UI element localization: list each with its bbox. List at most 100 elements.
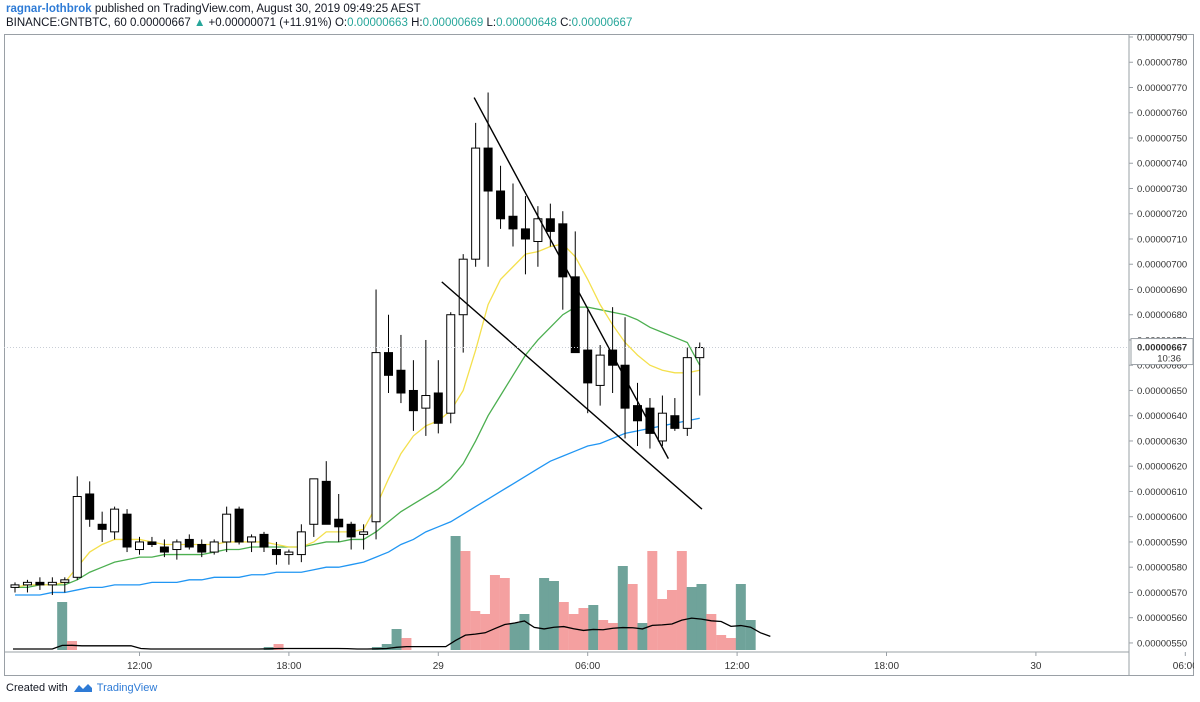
y-tick-label: 0.00000550	[1137, 638, 1187, 649]
y-tick-label: 0.00000720	[1137, 209, 1187, 220]
y-tick-label: 0.00000750	[1137, 133, 1187, 144]
x-tick-label: 30	[1030, 661, 1042, 672]
volume-bar	[499, 578, 510, 650]
x-tick-label: 18:00	[874, 661, 899, 672]
trendline	[473, 97, 669, 459]
high-value: 0.00000669	[422, 17, 484, 29]
volume-bar	[647, 551, 658, 650]
candle-body	[22, 581, 32, 586]
candle-body	[197, 543, 207, 553]
candle-body	[60, 579, 70, 583]
candle-body	[284, 551, 294, 556]
candle-body	[159, 546, 169, 553]
candle-body	[321, 480, 331, 525]
candle-body	[458, 258, 468, 316]
symbol-interval[interactable]: BINANCE:GNTBTC, 60	[6, 17, 127, 29]
y-tick-label: 0.00000560	[1137, 613, 1187, 624]
footer: Created with TradingView	[6, 682, 157, 694]
candle-body	[471, 147, 481, 260]
candle-body	[172, 541, 182, 551]
y-tick-label: 0.00000730	[1137, 184, 1187, 195]
author-link[interactable]: ragnar-lothbrok	[6, 3, 92, 15]
volume-bar	[598, 620, 609, 650]
volume-bar	[706, 614, 717, 650]
y-tick-label: 0.00000630	[1137, 436, 1187, 447]
candle-body	[533, 218, 543, 243]
candle-body	[583, 349, 593, 384]
volume-bar	[607, 623, 618, 650]
chart-frame[interactable]: 0.00000790 0.00000780 0.00000770 0.00000760…	[4, 34, 1194, 676]
volume-bar	[735, 584, 746, 650]
candle-body	[508, 215, 518, 230]
candle-body	[334, 518, 344, 528]
candle-body	[110, 508, 120, 533]
candle-body	[10, 584, 20, 588]
candle-body	[122, 513, 132, 548]
x-tick-label: 18:00	[276, 661, 301, 672]
volume-bar	[568, 614, 579, 650]
price-badge-value: 0.00000667	[1137, 343, 1187, 354]
y-tick-label: 0.00000600	[1137, 512, 1187, 523]
candle-body	[222, 513, 232, 543]
x-tick-label: 12:00	[725, 661, 750, 672]
y-tick-label: 0.00000690	[1137, 285, 1187, 296]
candle-body	[645, 407, 655, 434]
change-arrow-icon: ▲	[193, 17, 206, 29]
y-tick-label: 0.00000700	[1137, 260, 1187, 271]
volume-bar	[716, 635, 727, 650]
created-with-text: Created with	[6, 682, 68, 694]
y-tick-label: 0.00000580	[1137, 563, 1187, 574]
candlestick-chart[interactable]: 0.00000790 0.00000780 0.00000770 0.00000760…	[4, 34, 1194, 676]
volume-bar	[725, 638, 736, 650]
volume-bar	[57, 602, 68, 650]
candle-body	[496, 190, 506, 220]
volume-bar	[617, 566, 628, 650]
low-label: L:	[486, 17, 497, 29]
volume-bar	[539, 578, 550, 650]
chart-header: ragnar-lothbrok published on TradingView…	[6, 2, 632, 30]
ma-fast-line	[14, 243, 700, 589]
change-value: +0.00000071 (+11.91%)	[208, 17, 332, 29]
volume-bar	[401, 638, 412, 650]
candle-body	[209, 541, 219, 553]
open-value: 0.00000663	[347, 17, 408, 29]
volume-bar	[489, 575, 500, 650]
candle-body	[657, 412, 667, 442]
volume-bar	[519, 614, 530, 650]
y-tick-label: 0.00000740	[1137, 159, 1187, 170]
candle-body	[234, 508, 244, 543]
x-tick-label: 29	[433, 661, 445, 672]
candle-body	[346, 523, 356, 538]
candle-body	[47, 581, 57, 586]
candle-body	[433, 392, 443, 424]
price-badge-time: 10:36	[1157, 354, 1181, 365]
tradingview-brand-link[interactable]: TradingView	[96, 682, 158, 694]
volume-bar	[676, 551, 687, 650]
y-tick-label: 0.00000570	[1137, 588, 1187, 599]
volume-bar	[470, 611, 481, 650]
candle-body	[446, 314, 456, 414]
candle-body	[247, 536, 257, 543]
y-tick-label: 0.00000790	[1137, 34, 1187, 44]
ma-slow-line	[15, 417, 700, 596]
volume-bar	[480, 614, 491, 650]
candle-body	[135, 541, 144, 551]
volume-ma-line	[13, 617, 771, 650]
volume-bar	[460, 551, 471, 650]
candle-body	[296, 531, 306, 556]
candle-body	[695, 347, 705, 359]
last-price: 0.00000667	[129, 17, 191, 29]
published-text: published on TradingView.com, August 30,…	[94, 3, 421, 15]
y-tick-label: 0.00000760	[1137, 108, 1187, 119]
y-tick-label: 0.00000650	[1137, 386, 1187, 397]
volume-bar	[578, 608, 589, 650]
y-tick-label: 0.00000680	[1137, 310, 1187, 321]
open-label: O:	[334, 17, 348, 29]
volume-bar	[391, 629, 402, 650]
candle-body	[570, 276, 580, 354]
high-label: H:	[411, 17, 423, 29]
candle-body	[85, 493, 95, 520]
candle-body	[271, 549, 281, 556]
y-tick-label: 0.00000710	[1137, 234, 1187, 245]
y-tick-label: 0.00000640	[1137, 411, 1187, 422]
